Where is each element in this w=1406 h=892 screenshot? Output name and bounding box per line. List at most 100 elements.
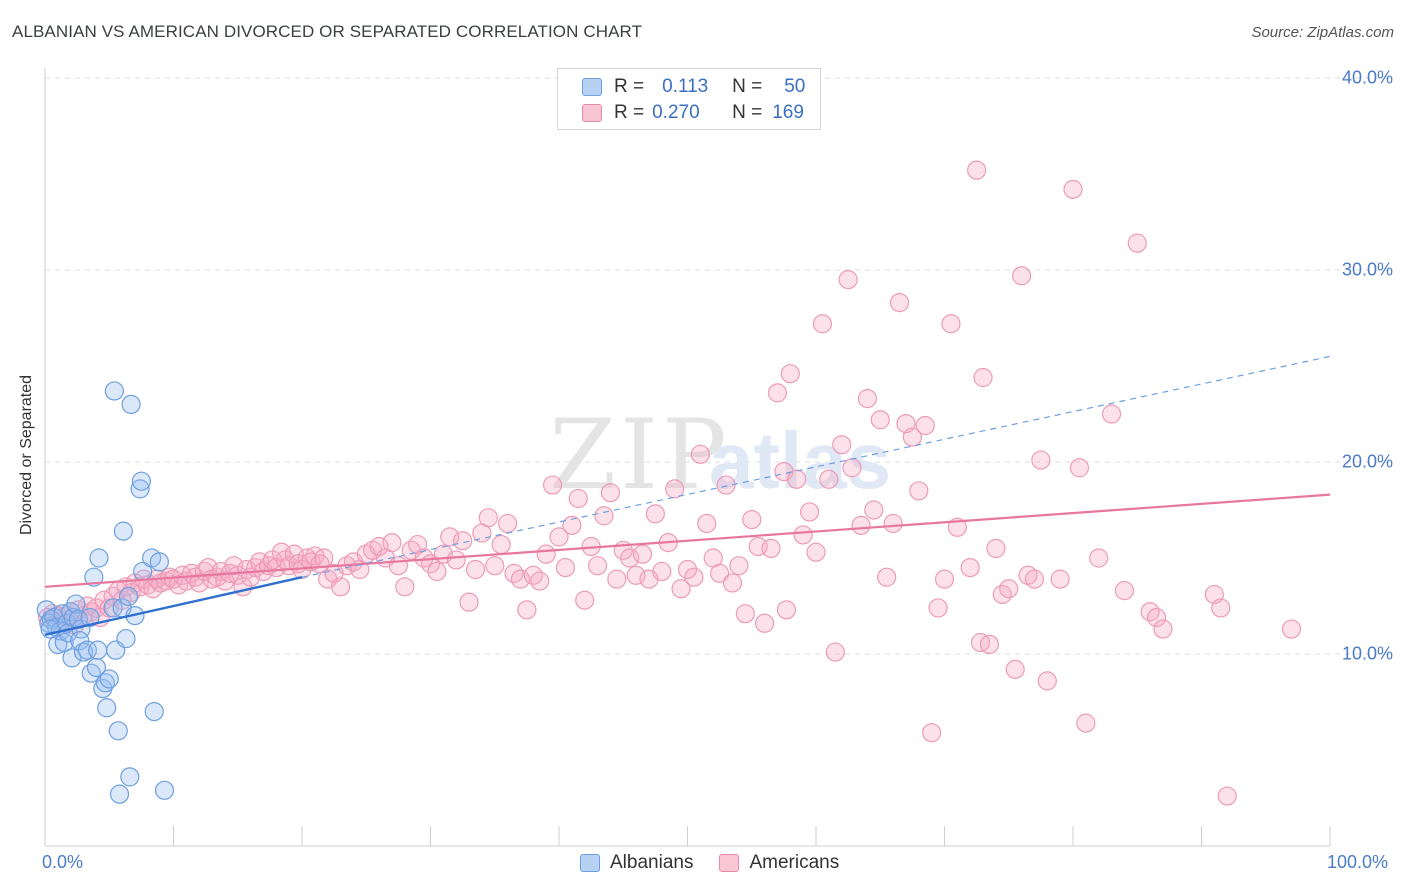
n-label: N =	[732, 76, 763, 97]
y-axis-title: Divorced or Separated	[18, 374, 35, 536]
point-americans	[928, 598, 948, 618]
legend-label: Albanians	[610, 852, 694, 873]
point-americans	[1005, 659, 1025, 679]
point-americans	[934, 569, 955, 589]
point-albanians	[80, 607, 100, 628]
point-americans	[902, 427, 922, 447]
point-americans	[1101, 404, 1122, 424]
point-americans	[491, 534, 511, 555]
point-americans	[536, 544, 556, 564]
point-americans	[806, 542, 826, 562]
point-albanians	[108, 721, 128, 741]
legend-label: Americans	[749, 852, 840, 873]
point-albanians	[86, 657, 107, 678]
point-americans	[1146, 607, 1167, 628]
point-albanians	[120, 767, 140, 787]
point-americans	[549, 527, 569, 547]
point-americans	[1011, 266, 1032, 286]
point-americans	[793, 525, 813, 545]
point-americans	[459, 592, 479, 612]
point-albanians	[54, 632, 74, 653]
point-americans	[1153, 619, 1173, 639]
trendline-albanians	[44, 576, 303, 636]
point-americans	[530, 571, 550, 591]
point-americans	[761, 538, 781, 559]
point-americans	[632, 544, 653, 564]
point-albanians	[149, 552, 169, 572]
point-albanians	[66, 594, 86, 614]
r-label: R =	[614, 102, 645, 123]
point-americans	[284, 544, 304, 564]
point-americans	[1217, 786, 1237, 806]
point-americans	[1127, 233, 1147, 253]
point-americans	[722, 573, 743, 593]
legend-row-americans: R = 0.270 N = 169	[582, 101, 804, 125]
n-label: N =	[732, 102, 763, 123]
point-americans	[485, 556, 505, 576]
point-americans	[915, 415, 935, 436]
point-americans	[498, 513, 518, 534]
legend-swatch-pink	[582, 104, 602, 122]
point-americans	[1076, 713, 1096, 733]
point-americans	[465, 559, 486, 580]
point-americans	[967, 160, 987, 180]
watermark: ZIP atlas	[549, 399, 891, 511]
point-americans	[671, 579, 691, 599]
point-americans	[735, 604, 755, 624]
point-americans	[825, 642, 845, 662]
series-legend: Albanians Americans	[580, 852, 865, 874]
point-americans	[594, 506, 614, 526]
point-americans	[780, 364, 800, 384]
y-tick-label: 30.0%	[1341, 259, 1393, 280]
point-americans	[446, 550, 466, 570]
point-americans	[742, 509, 762, 530]
point-americans	[1211, 598, 1231, 618]
point-americans	[716, 475, 736, 495]
legend-item-albanians[interactable]: Albanians	[580, 852, 693, 874]
x-tick-label-max: 100.0%	[1327, 852, 1389, 872]
point-americans	[877, 567, 897, 587]
point-americans	[941, 314, 961, 334]
point-americans	[1281, 619, 1302, 639]
point-americans	[889, 293, 910, 313]
point-americans	[1037, 671, 1057, 691]
point-americans	[542, 475, 563, 495]
legend-item-americans[interactable]: Americans	[719, 852, 839, 874]
point-americans	[427, 561, 447, 582]
point-americans	[690, 444, 710, 464]
legend-swatch-pink	[719, 854, 740, 872]
source-label: Source: ZipAtlas.com	[1251, 24, 1394, 41]
point-albanians	[77, 640, 98, 660]
svg-text:ZIP: ZIP	[549, 399, 730, 511]
point-albanians	[121, 394, 141, 414]
point-albanians	[95, 673, 115, 693]
point-americans	[842, 458, 862, 478]
y-tick-label: 40.0%	[1341, 67, 1393, 88]
point-albanians	[62, 648, 82, 668]
point-albanians	[97, 698, 117, 718]
point-americans	[729, 556, 749, 576]
point-americans	[224, 556, 244, 576]
point-americans	[973, 367, 993, 388]
point-americans	[767, 383, 788, 403]
point-americans	[652, 561, 672, 582]
stats-legend: R = 0.113 N = 50 R = 0.270 N = 169	[557, 68, 821, 130]
point-americans	[832, 435, 852, 455]
point-albanians	[81, 663, 101, 683]
point-albanians	[70, 630, 90, 651]
point-albanians	[109, 784, 130, 804]
point-americans	[607, 569, 627, 589]
point-americans	[453, 531, 473, 551]
legend-swatch-blue	[580, 854, 600, 872]
point-americans	[960, 557, 980, 578]
point-americans	[369, 536, 389, 557]
point-americans	[838, 270, 858, 290]
point-americans	[909, 481, 929, 501]
point-americans	[620, 548, 640, 568]
point-americans	[665, 479, 685, 499]
r-value: 0.113	[662, 76, 709, 97]
point-americans	[1069, 458, 1090, 478]
point-americans	[395, 577, 415, 597]
point-americans	[710, 563, 730, 583]
